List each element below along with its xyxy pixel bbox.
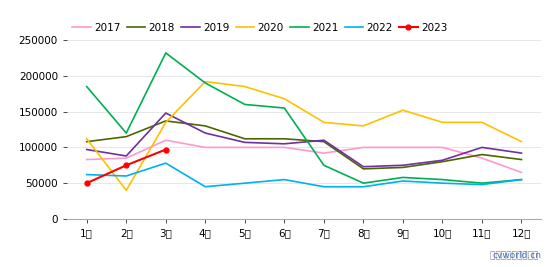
2017 (242, 146, 248, 149)
2018 (479, 153, 485, 156)
2021 (518, 178, 525, 181)
2020 (320, 121, 327, 124)
Text: 制图：第一商用车网: 制图：第一商用车网 (490, 251, 541, 260)
2019 (400, 164, 406, 167)
2017 (439, 146, 446, 149)
2017 (83, 158, 90, 161)
2022 (83, 173, 90, 176)
2018 (123, 135, 129, 138)
2018 (281, 137, 288, 140)
2019 (320, 139, 327, 142)
2021 (123, 131, 129, 135)
2022 (242, 182, 248, 185)
2020 (202, 80, 209, 83)
2019 (123, 154, 129, 158)
Line: 2022: 2022 (86, 163, 522, 187)
2017 (400, 146, 406, 149)
2020 (400, 109, 406, 112)
2021 (479, 182, 485, 185)
2021 (202, 81, 209, 85)
2021 (242, 103, 248, 106)
2022 (479, 183, 485, 186)
2017 (123, 156, 129, 160)
2021 (281, 107, 288, 110)
2021 (320, 164, 327, 167)
2019 (439, 159, 446, 162)
2022 (320, 185, 327, 188)
2018 (360, 167, 367, 170)
2017 (162, 139, 169, 142)
2018 (202, 124, 209, 128)
2018 (83, 140, 90, 143)
2022 (123, 174, 129, 178)
Line: 2018: 2018 (86, 121, 522, 169)
2020 (479, 121, 485, 124)
2019 (479, 146, 485, 149)
Line: 2019: 2019 (86, 113, 522, 167)
2020 (242, 85, 248, 88)
2020 (83, 137, 90, 140)
Line: 2021: 2021 (86, 53, 522, 183)
2022 (439, 182, 446, 185)
2019 (518, 151, 525, 155)
2018 (162, 119, 169, 123)
2019 (360, 165, 367, 168)
Line: 2020: 2020 (86, 81, 522, 190)
2020 (360, 124, 367, 128)
2017 (202, 146, 209, 149)
2021 (83, 85, 90, 88)
2017 (320, 151, 327, 155)
2017 (518, 171, 525, 174)
2019 (162, 111, 169, 115)
2022 (202, 185, 209, 188)
2021 (162, 51, 169, 54)
2018 (320, 140, 327, 143)
Line: 2017: 2017 (86, 140, 522, 172)
2021 (400, 176, 406, 179)
2022 (281, 178, 288, 181)
2023 (123, 164, 129, 167)
2021 (439, 178, 446, 181)
2022 (162, 162, 169, 165)
2023 (162, 148, 169, 151)
2017 (479, 156, 485, 160)
2021 (360, 182, 367, 185)
2020 (439, 121, 446, 124)
2017 (281, 146, 288, 149)
2020 (518, 140, 525, 143)
2019 (242, 141, 248, 144)
2019 (83, 148, 90, 151)
2020 (123, 189, 129, 192)
Text: cvworld.cn: cvworld.cn (492, 251, 541, 260)
2018 (518, 158, 525, 161)
2022 (360, 185, 367, 188)
2018 (400, 166, 406, 169)
2019 (281, 142, 288, 146)
2018 (439, 160, 446, 163)
2019 (202, 131, 209, 135)
2020 (281, 97, 288, 100)
2023 (83, 182, 90, 185)
2018 (242, 137, 248, 140)
Legend: 2017, 2018, 2019, 2020, 2021, 2022, 2023: 2017, 2018, 2019, 2020, 2021, 2022, 2023 (72, 23, 448, 33)
2022 (518, 178, 525, 181)
2022 (400, 179, 406, 183)
2017 (360, 146, 367, 149)
Line: 2023: 2023 (84, 147, 168, 186)
2020 (162, 121, 169, 124)
